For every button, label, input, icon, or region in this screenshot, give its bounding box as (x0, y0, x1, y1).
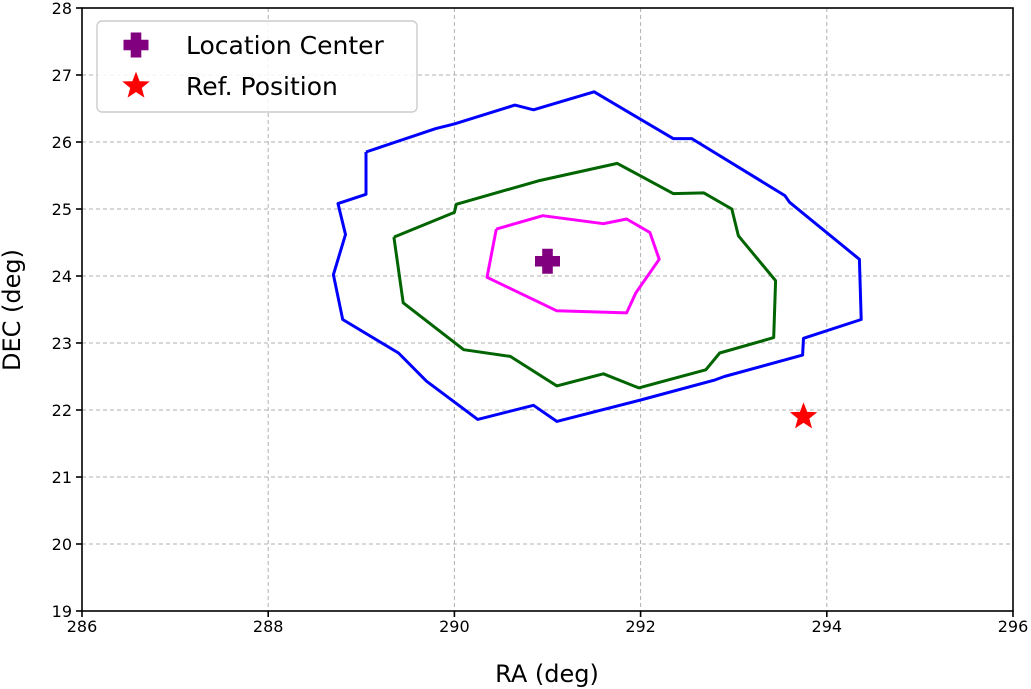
ref-position-star-marker (789, 402, 818, 429)
y-tick-label: 28 (52, 0, 72, 18)
plot-frame (81, 7, 1014, 612)
y-tick-label: 19 (52, 602, 72, 621)
axes (81, 7, 1014, 612)
y-tick-label: 22 (52, 401, 72, 420)
legend-marker-1 (123, 32, 149, 58)
legend-box (96, 20, 418, 113)
y-axis-label: DEC (deg) (0, 249, 26, 371)
legend-label-1: Location Center (186, 31, 385, 60)
y-tick-label: 26 (52, 133, 72, 152)
x-tick-label: 296 (998, 617, 1029, 636)
y-tick-label: 24 (52, 267, 72, 286)
x-tick-label: 294 (812, 617, 843, 636)
x-tick-label: 288 (253, 617, 284, 636)
location-center-marker (535, 248, 560, 274)
legend-marker-2 (122, 71, 150, 98)
contour-line-1 (485, 214, 661, 315)
markers (535, 248, 818, 429)
legend: Location Center Ref. Position (96, 20, 418, 113)
contour-line-2 (392, 161, 778, 390)
ticks: 286 288 290 292 294 296 19 20 21 22 23 24 25 26 27 28 (52, 0, 1029, 636)
y-tick-label: 20 (52, 535, 72, 554)
x-tick-label: 290 (439, 617, 470, 636)
x-axis-label: RA (deg) (495, 660, 599, 688)
contours (331, 90, 863, 423)
grid (82, 8, 1013, 611)
y-tick-label: 21 (52, 468, 72, 487)
legend-label-2: Ref. Position (186, 72, 338, 101)
x-tick-label: 292 (625, 617, 656, 636)
y-tick-label: 27 (52, 66, 72, 85)
y-tick-label: 25 (52, 200, 72, 219)
x-tick-label: 286 (67, 617, 98, 636)
contour-line-3 (331, 90, 863, 423)
y-tick-label: 23 (52, 334, 72, 353)
